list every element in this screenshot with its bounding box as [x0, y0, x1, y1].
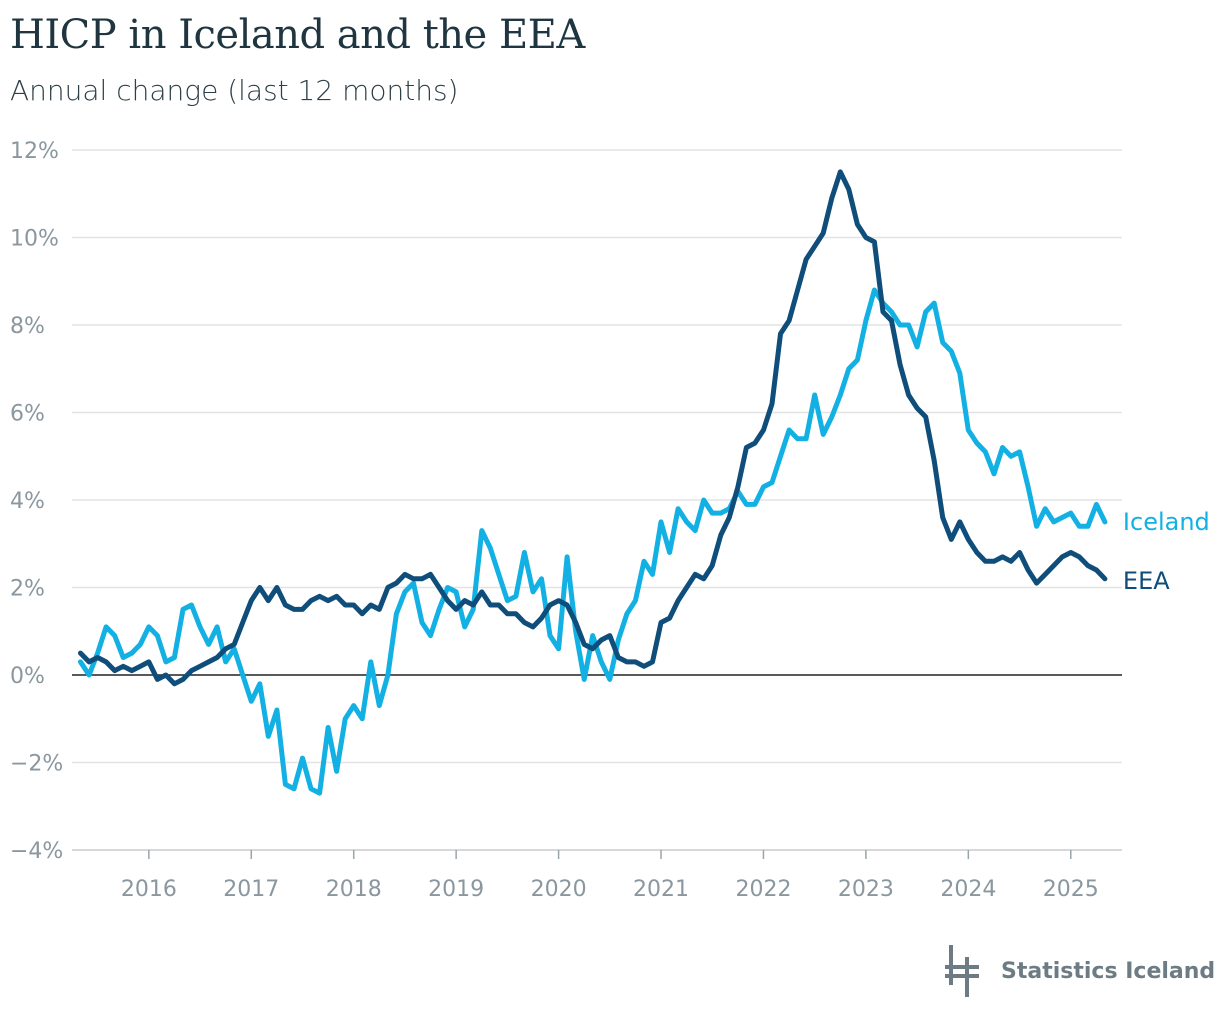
statistics-iceland-logo-icon	[945, 945, 979, 997]
grid-lines	[72, 149, 1122, 851]
x-tick-label: 2020	[531, 877, 587, 902]
x-tick-label: 2018	[326, 877, 382, 902]
y-tick-label: 4%	[10, 489, 45, 514]
series-label-iceland: Iceland	[1123, 508, 1210, 536]
x-tick-label: 2017	[223, 877, 279, 902]
x-tick-label: 2025	[1043, 877, 1099, 902]
x-tick-label: 2024	[940, 877, 996, 902]
x-axis-ticks: 2016 2017 2018 2019 2020 2021 2022 2023 2024 2025	[121, 850, 1099, 902]
y-tick-label: 10%	[10, 227, 59, 252]
y-tick-label: −4%	[10, 839, 63, 864]
series-labels: Iceland EEA	[1123, 508, 1210, 595]
y-tick-label: 8%	[10, 314, 45, 339]
x-tick-label: 2021	[633, 877, 689, 902]
y-tick-label: 12%	[10, 139, 59, 164]
x-tick-label: 2022	[735, 877, 791, 902]
y-tick-label: 6%	[10, 402, 45, 427]
x-tick-label: 2019	[428, 877, 484, 902]
chart-subtitle: Annual change (last 12 months)	[10, 74, 459, 107]
data-series	[78, 169, 1108, 796]
y-axis-ticks: 12% 10% 8% 6% 4% 2% 0% −2% −4%	[10, 139, 63, 864]
y-tick-label: 2%	[10, 577, 45, 602]
series-label-eea: EEA	[1123, 567, 1170, 595]
x-tick-label: 2016	[121, 877, 177, 902]
y-tick-label: 0%	[10, 664, 45, 689]
chart-title: HICP in Iceland and the EEA	[10, 12, 585, 58]
brand-footer: Statistics Iceland	[945, 945, 1215, 997]
x-tick-label: 2023	[838, 877, 894, 902]
series-line-eea	[78, 169, 1108, 687]
series-line-iceland	[78, 287, 1108, 796]
brand-name: Statistics Iceland	[1001, 958, 1216, 984]
y-tick-label: −2%	[10, 752, 63, 777]
